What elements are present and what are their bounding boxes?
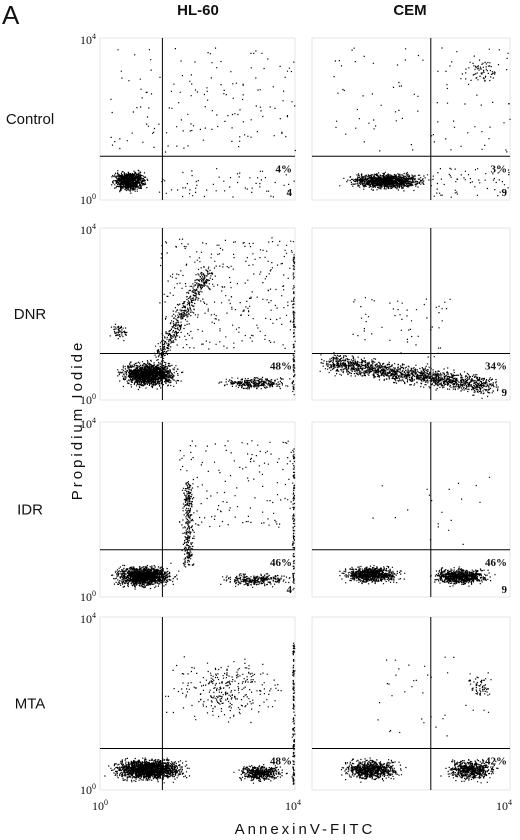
axis-tick-label: 100 [80,392,96,407]
count-label: 4 [287,584,293,596]
x-axis-label: AnnexinV-FITC [235,821,376,838]
tick-base: 10 [496,799,508,813]
event-dots [319,297,499,399]
tick-exponent: 4 [92,32,96,41]
axis-tick-label: 104 [285,798,301,813]
tick-exponent: 0 [92,192,96,201]
percent-label: 46% [270,557,292,569]
column-header: HL-60 [177,2,219,19]
tick-base: 10 [285,799,297,813]
axis-tick-label: 100 [92,798,108,813]
y-axis-label: Propidium Iodide [69,340,86,501]
axis-tick-label: 100 [80,192,96,207]
percent-label: 46% [485,557,507,569]
row-label: DNR [14,306,47,323]
tick-exponent: 0 [92,782,96,791]
percent-label: 3% [491,163,508,175]
percent-label: 4% [276,163,293,175]
tick-exponent: 4 [92,611,96,620]
panel-frame [99,227,296,401]
tick-base: 10 [80,612,92,626]
count-label: 4 [287,187,293,199]
axis-tick-label: 104 [80,32,96,47]
axis-tick-label: 100 [80,782,96,797]
tick-base: 10 [80,33,92,47]
tick-exponent: 4 [92,222,96,231]
tick-base: 10 [80,393,92,407]
count-label: 9 [502,584,508,596]
event-dots [339,476,496,588]
panel-frame [311,421,511,598]
tick-exponent: 0 [92,589,96,598]
tick-base: 10 [80,223,92,237]
row-label: IDR [17,502,43,519]
tick-base: 10 [80,193,92,207]
axis-tick-label: 104 [80,611,96,626]
tick-exponent: 4 [92,416,96,425]
count-label: 9 [502,187,508,199]
count-label: 9 [502,387,508,399]
event-dots [333,47,511,198]
event-dots [110,47,296,198]
axis-tick-label: 104 [496,798,512,813]
percent-label: 48% [270,755,292,767]
event-dots [340,656,499,784]
percent-label: 48% [270,361,292,373]
panel-frame [311,37,511,201]
panel-frame [311,227,511,401]
event-dots [109,237,297,396]
percent-label: 42% [485,755,507,767]
tick-exponent: 0 [104,798,108,807]
axis-tick-label: 104 [80,416,96,431]
panel-frame [311,616,511,791]
figure-label: A [2,0,20,30]
panel-frame [99,421,296,598]
row-label: Control [6,111,54,128]
tick-base: 10 [80,783,92,797]
axis-tick-label: 100 [80,589,96,604]
tick-exponent: 4 [297,798,301,807]
tick-base: 10 [80,590,92,604]
event-dots [111,440,296,591]
row-label: MTA [15,696,46,713]
axis-tick-label: 104 [80,222,96,237]
event-dots [104,642,296,785]
tick-base: 10 [92,799,104,813]
tick-exponent: 0 [92,392,96,401]
column-header: CEM [393,2,426,19]
panel-frame [99,37,296,201]
panel-frame [99,616,296,791]
tick-base: 10 [80,417,92,431]
percent-label: 34% [485,361,507,373]
tick-exponent: 4 [508,798,512,807]
